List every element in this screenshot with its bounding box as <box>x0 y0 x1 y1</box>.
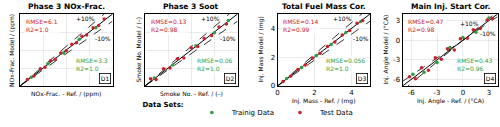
svg-text:0: 0 <box>396 37 400 45</box>
svg-text:RMSE=0.06R2=1.0: RMSE=0.06R2=1.0 <box>197 57 233 72</box>
svg-text:3: 3 <box>396 17 400 25</box>
svg-text:+10%: +10% <box>460 20 479 27</box>
svg-text:Main Inj. Start Cor.: Main Inj. Start Cor. <box>411 2 490 11</box>
svg-text:RMSE=6.1R2=1.0: RMSE=6.1R2=1.0 <box>26 18 58 33</box>
svg-text:Smoke No. - Ref. / (–): Smoke No. - Ref. / (–) <box>160 90 223 97</box>
svg-text:Smoke No. Model / (–): Smoke No. Model / (–) <box>135 17 142 83</box>
svg-text:Inj. Mass - Ref. / (mg): Inj. Mass - Ref. / (mg) <box>292 97 355 105</box>
svg-text:-10%: -10% <box>95 35 111 42</box>
svg-text:-3: -3 <box>434 89 441 97</box>
svg-text:RMSE=0.13R2=0.98: RMSE=0.13R2=0.98 <box>151 18 187 33</box>
svg-text:3: 3 <box>487 89 491 97</box>
svg-text:D4: D4 <box>486 75 495 82</box>
svg-text:0: 0 <box>275 89 279 97</box>
svg-text:Phase 3 NOx-Frac.: Phase 3 NOx-Frac. <box>28 2 105 11</box>
svg-text:Inj. Mass Model / (mg): Inj. Mass Model / (mg) <box>257 16 265 82</box>
svg-text:-3: -3 <box>393 56 400 64</box>
svg-text:RMSE=0.14R2=0.99: RMSE=0.14R2=0.99 <box>283 18 319 33</box>
svg-text:Test Data: Test Data <box>319 109 353 117</box>
svg-text:Data Sets:: Data Sets: <box>143 101 184 109</box>
svg-text:NOx-Frac. - Ref. / (ppm): NOx-Frac. - Ref. / (ppm) <box>31 90 101 98</box>
svg-text:D2: D2 <box>226 75 235 82</box>
svg-text:Inj. Angle - Ref. / (°CA): Inj. Angle - Ref. / (°CA) <box>417 97 484 105</box>
svg-text:-6: -6 <box>408 89 416 97</box>
svg-text:4: 4 <box>349 89 354 97</box>
svg-text:Phase 3 Soot: Phase 3 Soot <box>163 2 219 11</box>
svg-text:D1: D1 <box>101 75 110 82</box>
svg-text:NOx-Frac. Model / (ppm): NOx-Frac. Model / (ppm) <box>8 14 16 87</box>
svg-text:RMSE=0.47R2=0.98: RMSE=0.47R2=0.98 <box>408 18 444 33</box>
svg-text:2: 2 <box>271 54 275 62</box>
svg-text:RMSE=3.3R2=1.0: RMSE=3.3R2=1.0 <box>76 57 108 72</box>
svg-text:Inj. Angle Model / (°CA): Inj. Angle Model / (°CA) <box>382 15 390 85</box>
svg-text:0: 0 <box>461 89 465 97</box>
svg-text:4: 4 <box>271 25 276 33</box>
svg-text:2: 2 <box>312 89 316 97</box>
svg-text:-10%: -10% <box>353 35 369 42</box>
svg-text:Trainig Data: Trainig Data <box>231 109 274 117</box>
svg-text:RMSE=0.056R2=1.0: RMSE=0.056R2=1.0 <box>326 57 365 72</box>
svg-text:+10%: +10% <box>333 15 352 22</box>
svg-text:+10%: +10% <box>201 15 220 22</box>
svg-text:RMSE=0.43R2=0.96: RMSE=0.43R2=0.96 <box>457 57 493 72</box>
svg-text:0: 0 <box>271 82 275 90</box>
svg-text:+10%: +10% <box>76 15 95 22</box>
svg-text:Total Fuel Mass Cor.: Total Fuel Mass Cor. <box>282 2 366 11</box>
svg-text:D3: D3 <box>358 75 367 82</box>
svg-text:-10%: -10% <box>480 30 496 37</box>
svg-text:-10%: -10% <box>220 35 236 42</box>
svg-text:-6: -6 <box>393 76 401 84</box>
